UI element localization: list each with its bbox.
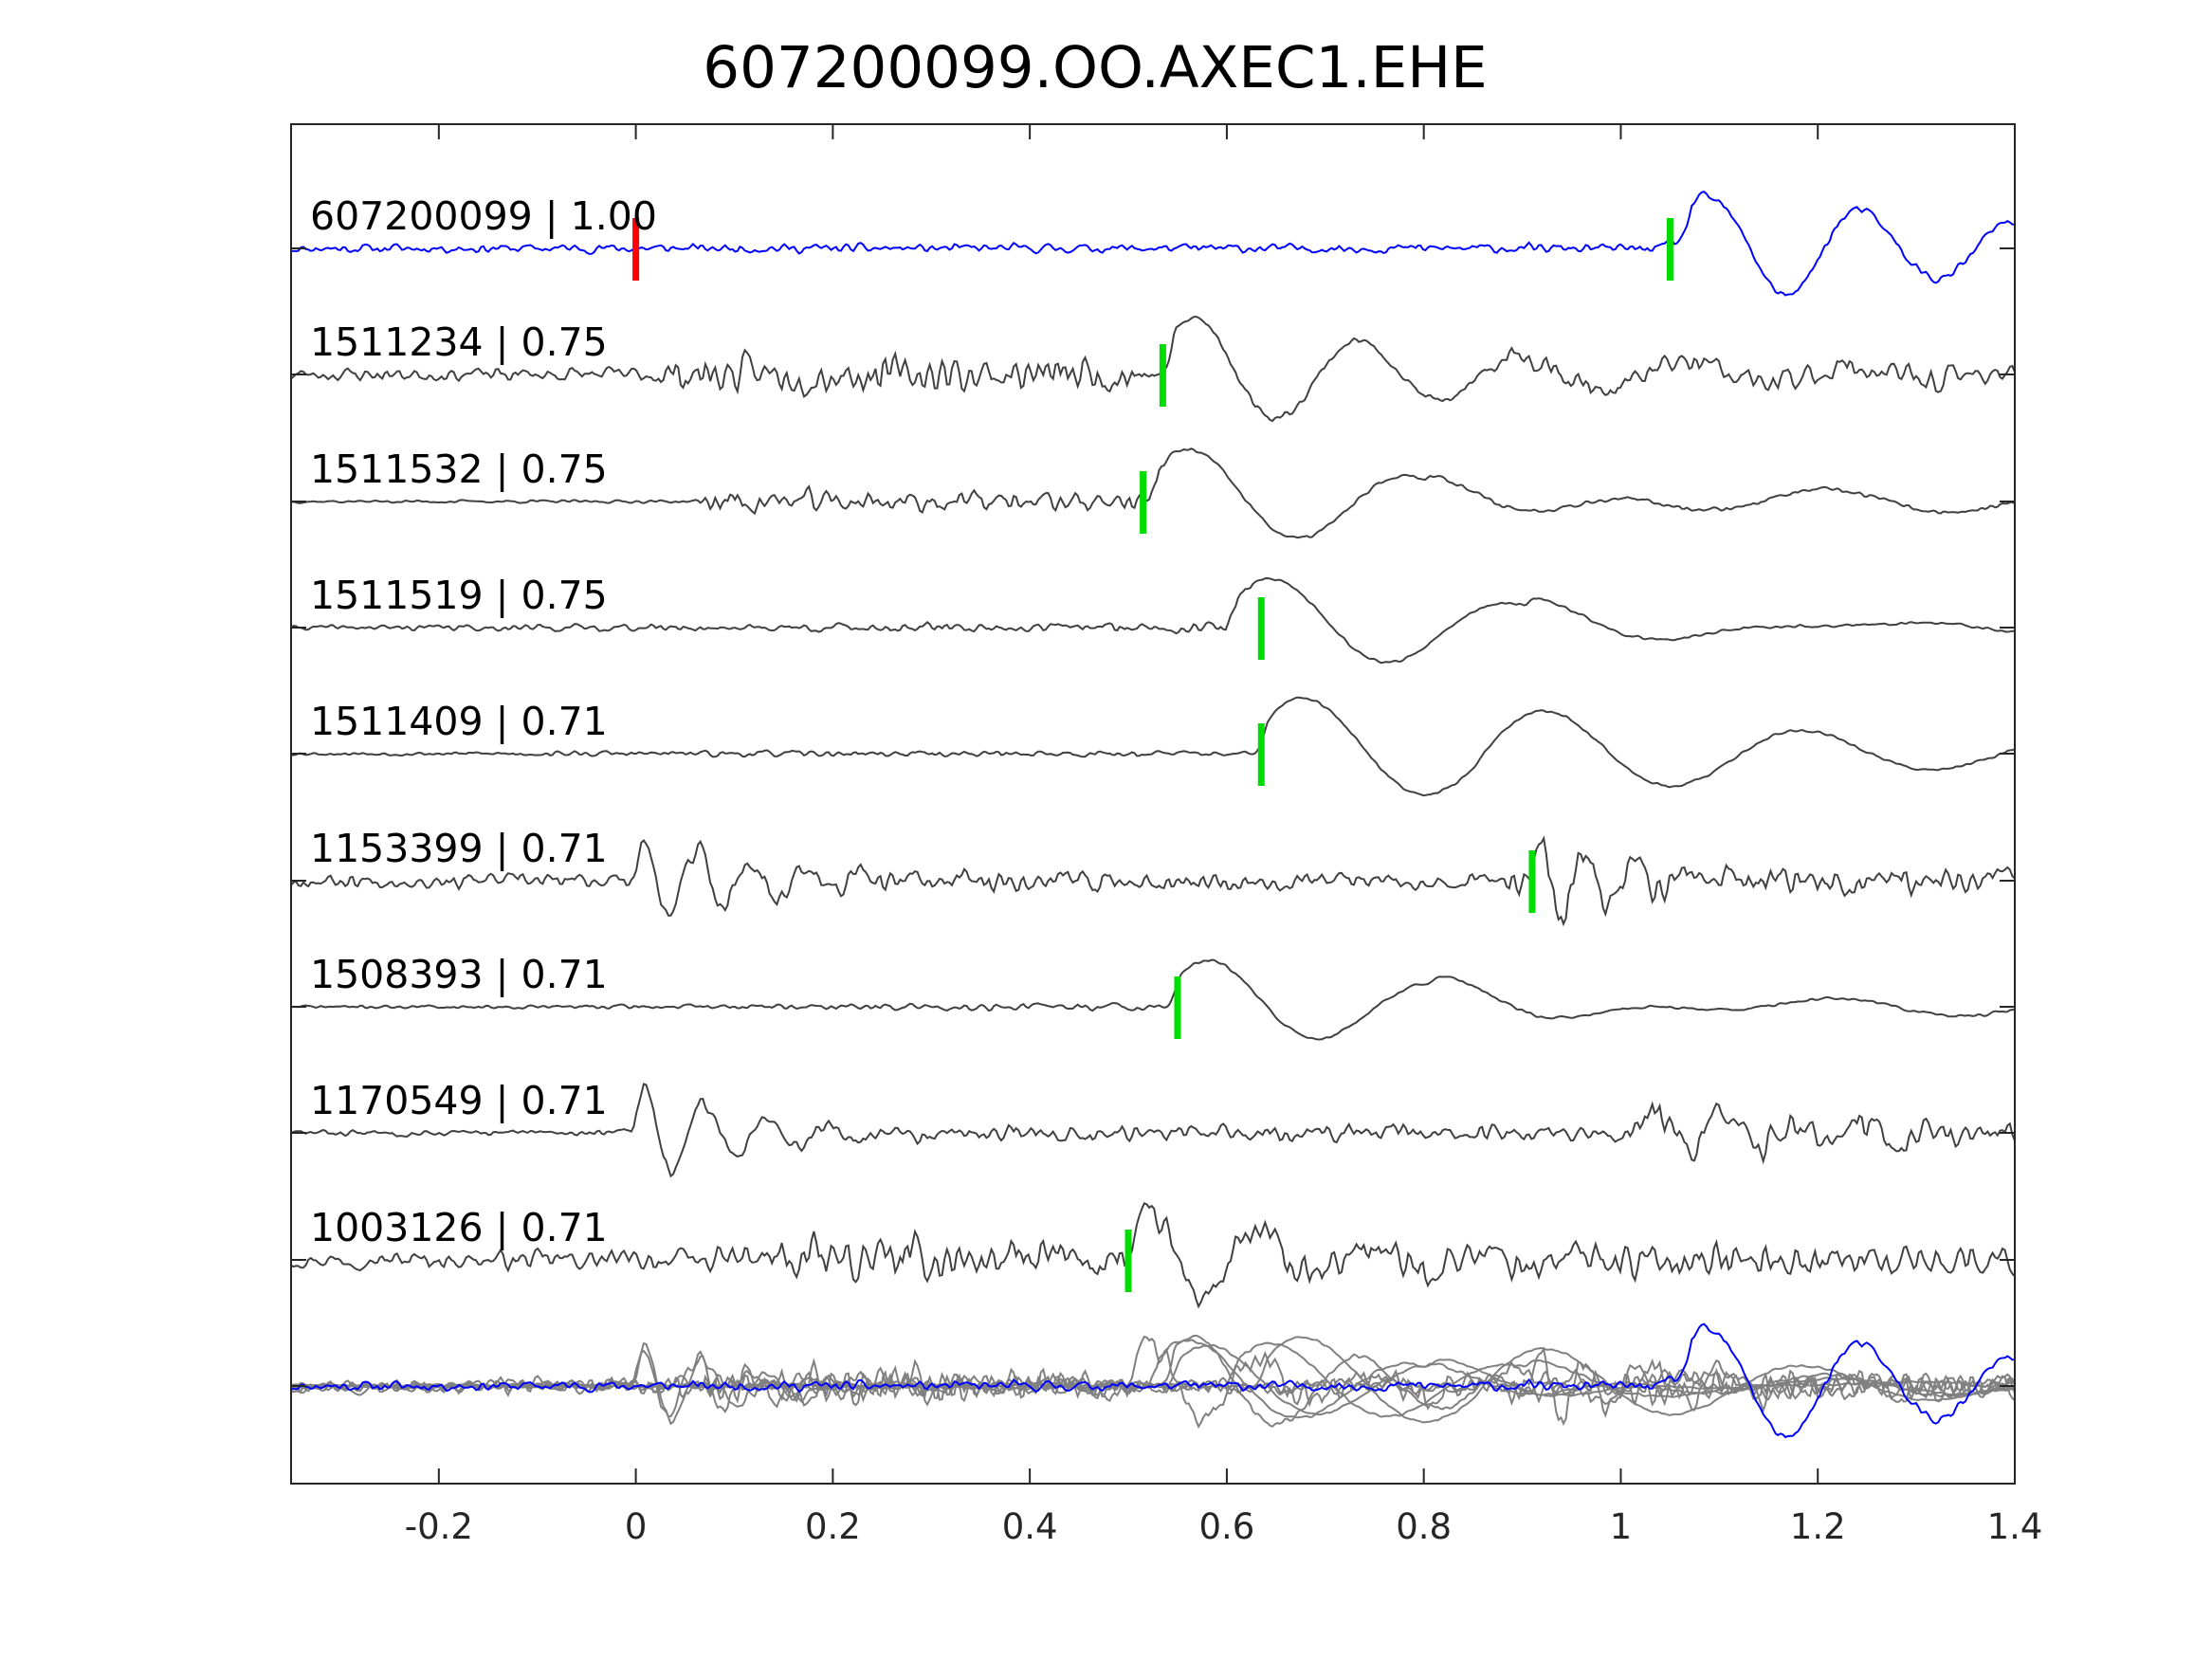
trace-1511532 <box>290 447 2016 539</box>
trace-labels-layer: 607200099 | 1.00 1511234 | 0.75 1511532 | … <box>310 193 657 1250</box>
x-tick-label: 1.4 <box>1987 1506 2043 1547</box>
trace-label-1511409: 1511409 | 0.71 <box>310 699 608 744</box>
chart-title: 607200099.OO.AXEC1.EHE <box>703 34 1487 101</box>
x-tick-label: -0.2 <box>405 1506 473 1547</box>
overlay-trace-1153399 <box>290 1346 2016 1427</box>
axes-frame <box>290 123 2016 1485</box>
trace-label-1511519: 1511519 | 0.75 <box>310 573 608 618</box>
overlay-trace-1511519 <box>290 1341 2016 1418</box>
trace-label-1170549: 1170549 | 0.71 <box>310 1078 608 1123</box>
trace-1170549 <box>290 1083 2016 1178</box>
overlay-trace-1511409 <box>290 1336 2016 1424</box>
trace-label-1511532: 1511532 | 0.75 <box>310 447 608 492</box>
x-tick-label: 1.2 <box>1790 1506 1846 1547</box>
trace-607200099 <box>290 191 2016 297</box>
picks-layer <box>632 218 1673 1292</box>
trace-1003126 <box>290 1201 2016 1309</box>
x-tick-label: 0.6 <box>1198 1506 1254 1547</box>
overlay-trace-1003126 <box>290 1335 2016 1430</box>
trace-1511519 <box>290 576 2016 665</box>
overlay-trace-607200099 <box>290 1322 2016 1439</box>
x-tick-label: 0.8 <box>1396 1506 1452 1547</box>
trace-1511234 <box>290 315 2016 423</box>
x-axis: -0.2 0 0.2 0.4 0.6 0.8 1 1.2 1.4 <box>405 124 2043 1547</box>
trace-1511409 <box>290 696 2016 797</box>
trace-label-1153399: 1153399 | 0.71 <box>310 826 608 871</box>
overlay-trace-1508393 <box>290 1343 2016 1416</box>
trace-1153399 <box>290 835 2016 927</box>
x-tick-label: 1 <box>1610 1506 1633 1547</box>
x-tick-label: 0.4 <box>1002 1506 1058 1547</box>
traces-layer <box>290 191 2016 1439</box>
x-tick-label: 0.2 <box>805 1506 861 1547</box>
trace-1508393 <box>290 958 2016 1041</box>
trace-label-607200099: 607200099 | 1.00 <box>310 193 657 239</box>
x-tick-label: 0 <box>625 1506 648 1547</box>
trace-label-1511234: 1511234 | 0.75 <box>310 319 608 365</box>
trace-label-1508393: 1508393 | 0.71 <box>310 952 608 997</box>
trace-label-1003126: 1003126 | 0.71 <box>310 1205 608 1250</box>
